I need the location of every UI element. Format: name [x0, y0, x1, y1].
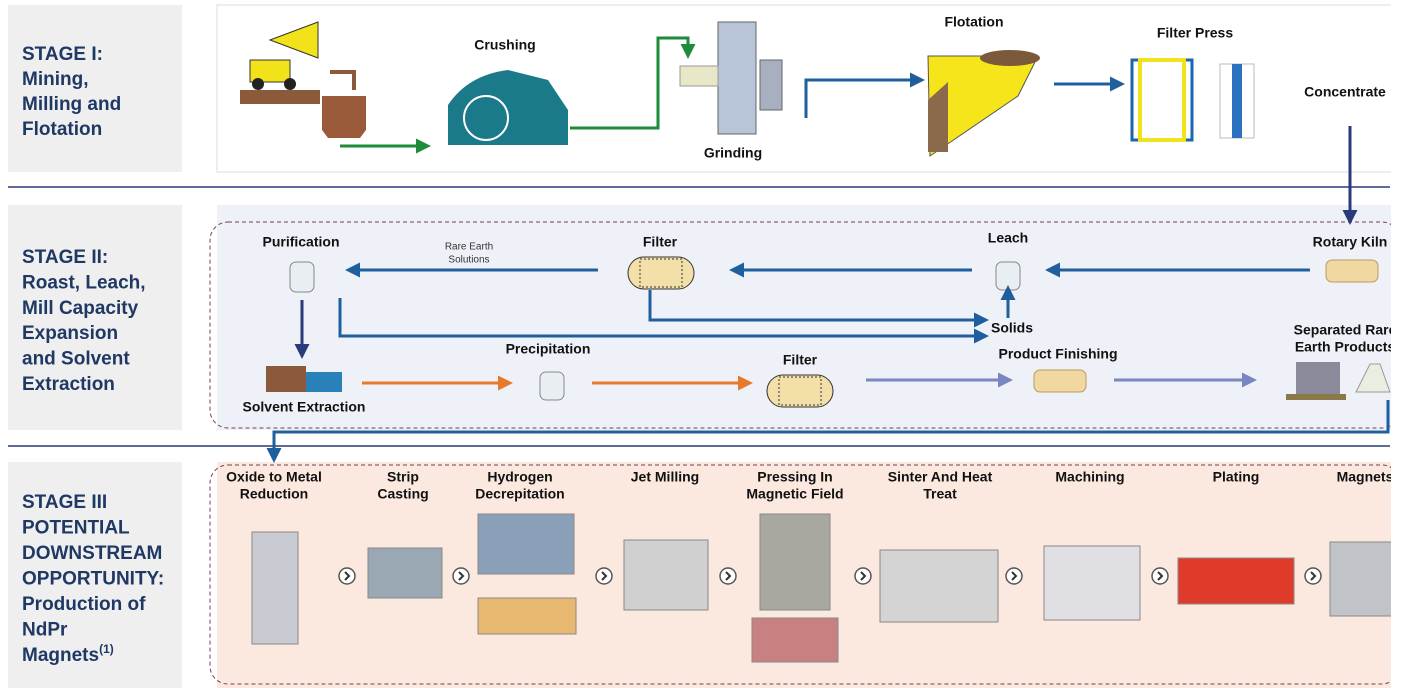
step-label: Leach — [988, 230, 1028, 246]
chevron-circle — [453, 568, 469, 584]
step-label: Plating — [1213, 469, 1260, 485]
step-label: Flotation — [944, 14, 1003, 30]
step-label: Reduction — [240, 486, 308, 502]
step-label: Oxide to Metal — [226, 469, 322, 485]
stage-title: OPPORTUNITY: — [22, 569, 164, 590]
stage-title: Roast, Leach, — [22, 272, 146, 293]
stage-title: STAGE I: — [22, 44, 103, 65]
step-label: Precipitation — [506, 341, 591, 357]
step-label: Purification — [262, 234, 339, 250]
annotation: Rare Earth — [445, 242, 493, 253]
step-label: Treat — [923, 486, 957, 502]
stage-title: Flotation — [22, 119, 102, 140]
stage-title: DOWNSTREAM — [22, 543, 162, 564]
stage-title: Extraction — [22, 374, 115, 395]
step-label: Solvent Extraction — [243, 399, 366, 415]
chevron-circle — [596, 568, 612, 584]
right-margin — [1391, 0, 1411, 688]
step-label: Grinding — [704, 145, 762, 161]
step-label: Filter — [783, 352, 818, 368]
chevron-circle — [720, 568, 736, 584]
step-label: Casting — [377, 486, 428, 502]
stage-title: NdPr — [22, 620, 68, 641]
step-label: Decrepitation — [475, 486, 564, 502]
annotation: Solutions — [448, 255, 489, 266]
stage-title: and Solvent — [22, 349, 130, 370]
step-label: Machining — [1055, 469, 1124, 485]
stage-title: POTENTIAL — [22, 518, 130, 539]
step-label: Filter Press — [1157, 25, 1233, 41]
chevron-circle — [339, 568, 355, 584]
step-label: Product Finishing — [999, 346, 1118, 362]
stage-title: Mill Capacity — [22, 298, 139, 319]
step-label: Earth Products — [1295, 339, 1396, 355]
stage-title: Milling and — [22, 94, 121, 115]
step-label: Pressing In — [757, 469, 832, 485]
step-label: Rotary Kiln — [1313, 234, 1388, 250]
stage-title: Mining, — [22, 69, 88, 90]
step-label: Concentrate — [1304, 84, 1386, 100]
step-label: Hydrogen — [487, 469, 552, 485]
step-label: Jet Milling — [631, 469, 699, 485]
step-label: Separated Rare — [1294, 322, 1397, 338]
stage-title: STAGE II: — [22, 247, 108, 268]
chevron-circle — [1152, 568, 1168, 584]
process-diagram: STAGE I: Mining, Milling and Flotation Crush… — [0, 0, 1411, 688]
chevron-circle — [1305, 568, 1321, 584]
step-label: Solids — [991, 320, 1033, 336]
footnote: (1) — [99, 642, 114, 656]
step-label: Magnetic Field — [746, 486, 843, 502]
stage-title: STAGE III — [22, 492, 107, 513]
stage-title: Production of — [22, 594, 146, 615]
stage-title: Expansion — [22, 323, 118, 344]
step-label: Crushing — [474, 37, 535, 53]
step-label: Filter — [643, 234, 678, 250]
chevron-circle — [855, 568, 871, 584]
step-label: Magnets — [1337, 469, 1394, 485]
step-label: Strip — [387, 469, 419, 485]
chevron-circle — [1006, 568, 1022, 584]
step-label: Sinter And Heat — [888, 469, 993, 485]
